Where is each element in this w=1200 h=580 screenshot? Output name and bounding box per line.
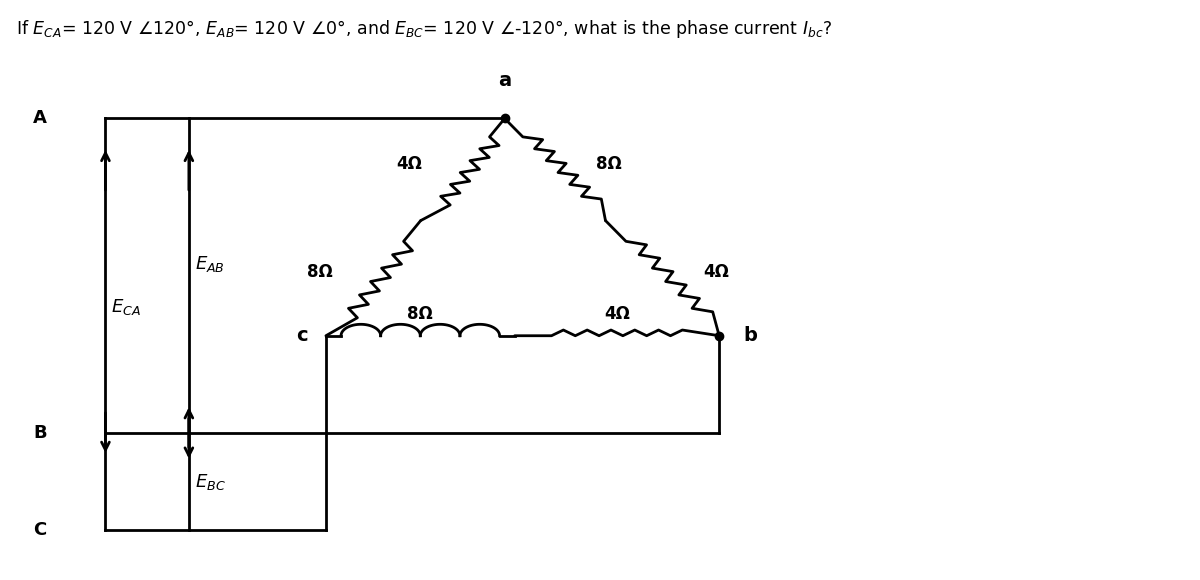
Text: a: a: [498, 71, 511, 90]
Text: $E_{BC}$: $E_{BC}$: [194, 472, 226, 491]
Text: B: B: [34, 424, 47, 442]
Text: If $E_{CA}$= 120 V $\angle$120°, $E_{AB}$= 120 V $\angle$0°, and $E_{BC}$= 120 V: If $E_{CA}$= 120 V $\angle$120°, $E_{AB}…: [16, 19, 833, 41]
Text: 4Ω: 4Ω: [703, 263, 728, 281]
Text: 8Ω: 8Ω: [596, 155, 622, 173]
Text: $E_{AB}$: $E_{AB}$: [194, 254, 224, 274]
Text: c: c: [296, 326, 308, 345]
Text: 8Ω: 8Ω: [307, 263, 332, 281]
Text: $E_{CA}$: $E_{CA}$: [112, 297, 142, 317]
Text: C: C: [34, 521, 47, 539]
Text: A: A: [32, 110, 47, 128]
Text: 4Ω: 4Ω: [396, 155, 422, 173]
Text: 4Ω: 4Ω: [604, 305, 630, 323]
Text: 8Ω: 8Ω: [408, 305, 433, 323]
Text: b: b: [743, 326, 757, 345]
